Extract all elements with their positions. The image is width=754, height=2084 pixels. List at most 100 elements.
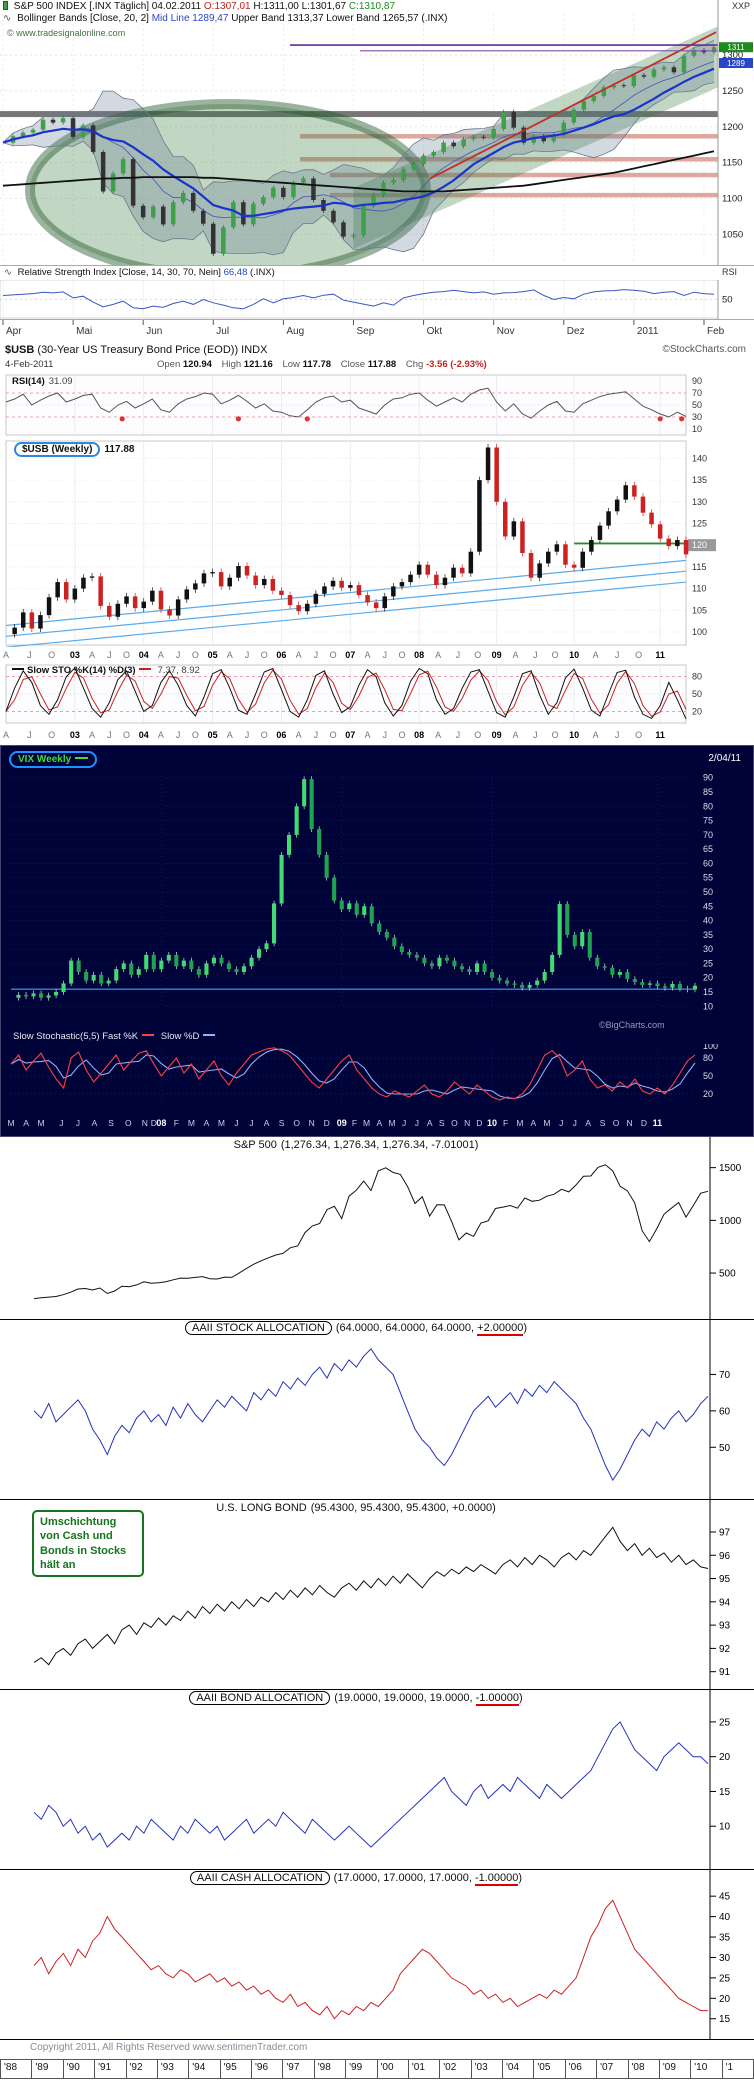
svg-text:07: 07 [345, 650, 355, 660]
sp500-open: O:1307,01 [203, 1, 251, 12]
svg-text:A: A [89, 730, 95, 740]
usb-last-price: 117.88 [104, 444, 135, 455]
svg-text:O: O [451, 1118, 458, 1128]
usb-stochastic-plot: 80 50 20 [5, 664, 702, 724]
svg-text:105: 105 [692, 605, 707, 615]
year-cell: '99 [345, 2059, 377, 2079]
svg-text:20: 20 [719, 1994, 731, 2005]
rsi-name: RSI(14) [12, 376, 45, 387]
svg-text:O: O [330, 650, 337, 660]
svg-text:05: 05 [208, 650, 218, 660]
sp500-time-axis: Apr Mai Jun Jul Aug Sep Okt Nov Dez 2011 Feb [2, 320, 725, 337]
svg-text:1289: 1289 [727, 59, 745, 68]
panel-name: AAII BOND ALLOCATION [189, 1691, 331, 1705]
svg-text:90: 90 [692, 376, 702, 386]
svg-text:10: 10 [487, 1118, 497, 1128]
svg-text:11: 11 [653, 1118, 663, 1128]
usb-title-rest: (30-Year US Treasury Bond Price (EOD)) I… [34, 344, 268, 356]
svg-text:Aug: Aug [286, 326, 304, 337]
rotation-annotation: Umschichtung von Cash und Bonds in Stock… [32, 1510, 144, 1578]
svg-text:Jul: Jul [216, 326, 229, 337]
panel-header-stock-allocation: AAII STOCK ALLOCATION (64.0000, 64.0000, … [0, 1321, 712, 1336]
svg-text:Jun: Jun [146, 326, 162, 337]
usb-rsi-label: RSI(14) 31.09 [12, 376, 73, 387]
open-label: Open [157, 359, 181, 370]
svg-text:130: 130 [692, 497, 707, 507]
svg-text:A: A [593, 730, 599, 740]
svg-text:M: M [188, 1118, 195, 1128]
aaii-stock-allocation-plot: 70 60 50 [33, 1320, 731, 1499]
sp500-header-line2: ∿ Bollinger Bands [Close, 20, 2] Mid Lin… [3, 13, 447, 24]
rsi-value: 66,48 [223, 267, 248, 278]
usb-main-label: $USB (Weekly) 117.88 [14, 442, 135, 457]
usb-date: 4-Feb-2011 [5, 359, 54, 370]
panel-header-cash-allocation: AAII CASH ALLOCATION (17.0000, 17.0000, 1… [0, 1871, 712, 1886]
svg-text:70: 70 [692, 388, 702, 398]
vix-legend-text: VIX Weekly [18, 754, 72, 765]
svg-text:J: J [615, 730, 620, 740]
year-cell: '03 [470, 2059, 502, 2079]
svg-text:O: O [474, 730, 481, 740]
year-cell: '07 [596, 2059, 628, 2079]
svg-text:A: A [3, 730, 9, 740]
low-value: 117.78 [302, 359, 332, 370]
panel-change: -1.00000 [474, 1872, 519, 1886]
svg-text:500: 500 [719, 1269, 736, 1280]
svg-text:M: M [363, 1118, 370, 1128]
svg-text:10: 10 [569, 730, 579, 740]
svg-text:70: 70 [703, 830, 713, 840]
year-cell: '1 [721, 2059, 754, 2079]
svg-text:06: 06 [276, 730, 286, 740]
svg-text:J: J [415, 1118, 419, 1128]
svg-text:11: 11 [655, 730, 665, 740]
rsi-label: Relative Strength Index [Close, 14, 30, … [17, 267, 221, 278]
year-cell: '02 [439, 2059, 471, 2079]
tradesignal-watermark: © www.tradesignalonline.com [7, 28, 126, 38]
svg-text:O: O [398, 730, 405, 740]
svg-text:O: O [635, 730, 642, 740]
svg-text:80: 80 [692, 672, 702, 682]
sp500-low: L:1301,67 [301, 1, 347, 12]
svg-text:20: 20 [692, 706, 702, 716]
divider [0, 319, 754, 320]
divider [0, 265, 754, 266]
svg-text:A: A [296, 730, 302, 740]
rsi-suffix: (.INX) [250, 267, 275, 278]
svg-text:10: 10 [569, 650, 579, 660]
year-cell: '88 [0, 2059, 32, 2079]
panel-values: (95.4300, 95.4300, 95.4300, +0.0000) [310, 1502, 496, 1514]
year-cell: '97 [282, 2059, 314, 2079]
panel-name: S&P 500 [233, 1139, 277, 1151]
vix-main-plot: 90 85 80 75 70 65 60 55 50 45 40 35 30 25 20 15 10 [11, 772, 713, 1012]
svg-text:A: A [296, 650, 302, 660]
svg-text:A: A [227, 650, 233, 660]
svg-text:1100: 1100 [722, 194, 742, 205]
svg-text:J: J [533, 650, 538, 660]
svg-text:F: F [503, 1118, 508, 1128]
svg-text:J: J [533, 730, 538, 740]
svg-text:J: J [59, 1118, 63, 1128]
svg-text:1500: 1500 [719, 1163, 742, 1174]
svg-text:40: 40 [719, 1912, 731, 1923]
svg-text:135: 135 [692, 475, 707, 485]
sp500-close: C:1310,87 [348, 1, 396, 12]
svg-text:65: 65 [703, 844, 713, 854]
usb-time-axis-upper: A J O 03 A J O 04 A J O 05 A J O 06 A J O 07 A J O 08 A J O 09 A J O 10… [3, 650, 665, 660]
sp500-header-line1: S&P 500 INDEX [.INX Täglich] 04.02.2011 … [3, 1, 395, 12]
svg-text:J: J [107, 730, 112, 740]
year-cell: '10 [690, 2059, 722, 2079]
year-axis: '88'89'90'91'92'93'94'95'96'97'98'99'00 '… [0, 2059, 754, 2079]
svg-text:07: 07 [345, 730, 355, 740]
svg-text:A: A [376, 1118, 382, 1128]
usb-title: $USB (30-Year US Treasury Bond Price (EO… [5, 344, 267, 356]
svg-text:A: A [158, 650, 164, 660]
svg-text:O: O [293, 1118, 300, 1128]
svg-text:A: A [92, 1118, 98, 1128]
bollinger-suffix: (.INX) [421, 13, 448, 24]
stockcharts-credit: ©StockCharts.com [662, 344, 746, 355]
svg-text:85: 85 [703, 787, 713, 797]
svg-text:M: M [516, 1118, 523, 1128]
svg-text:100: 100 [703, 1044, 718, 1051]
svg-text:1311: 1311 [727, 43, 745, 52]
